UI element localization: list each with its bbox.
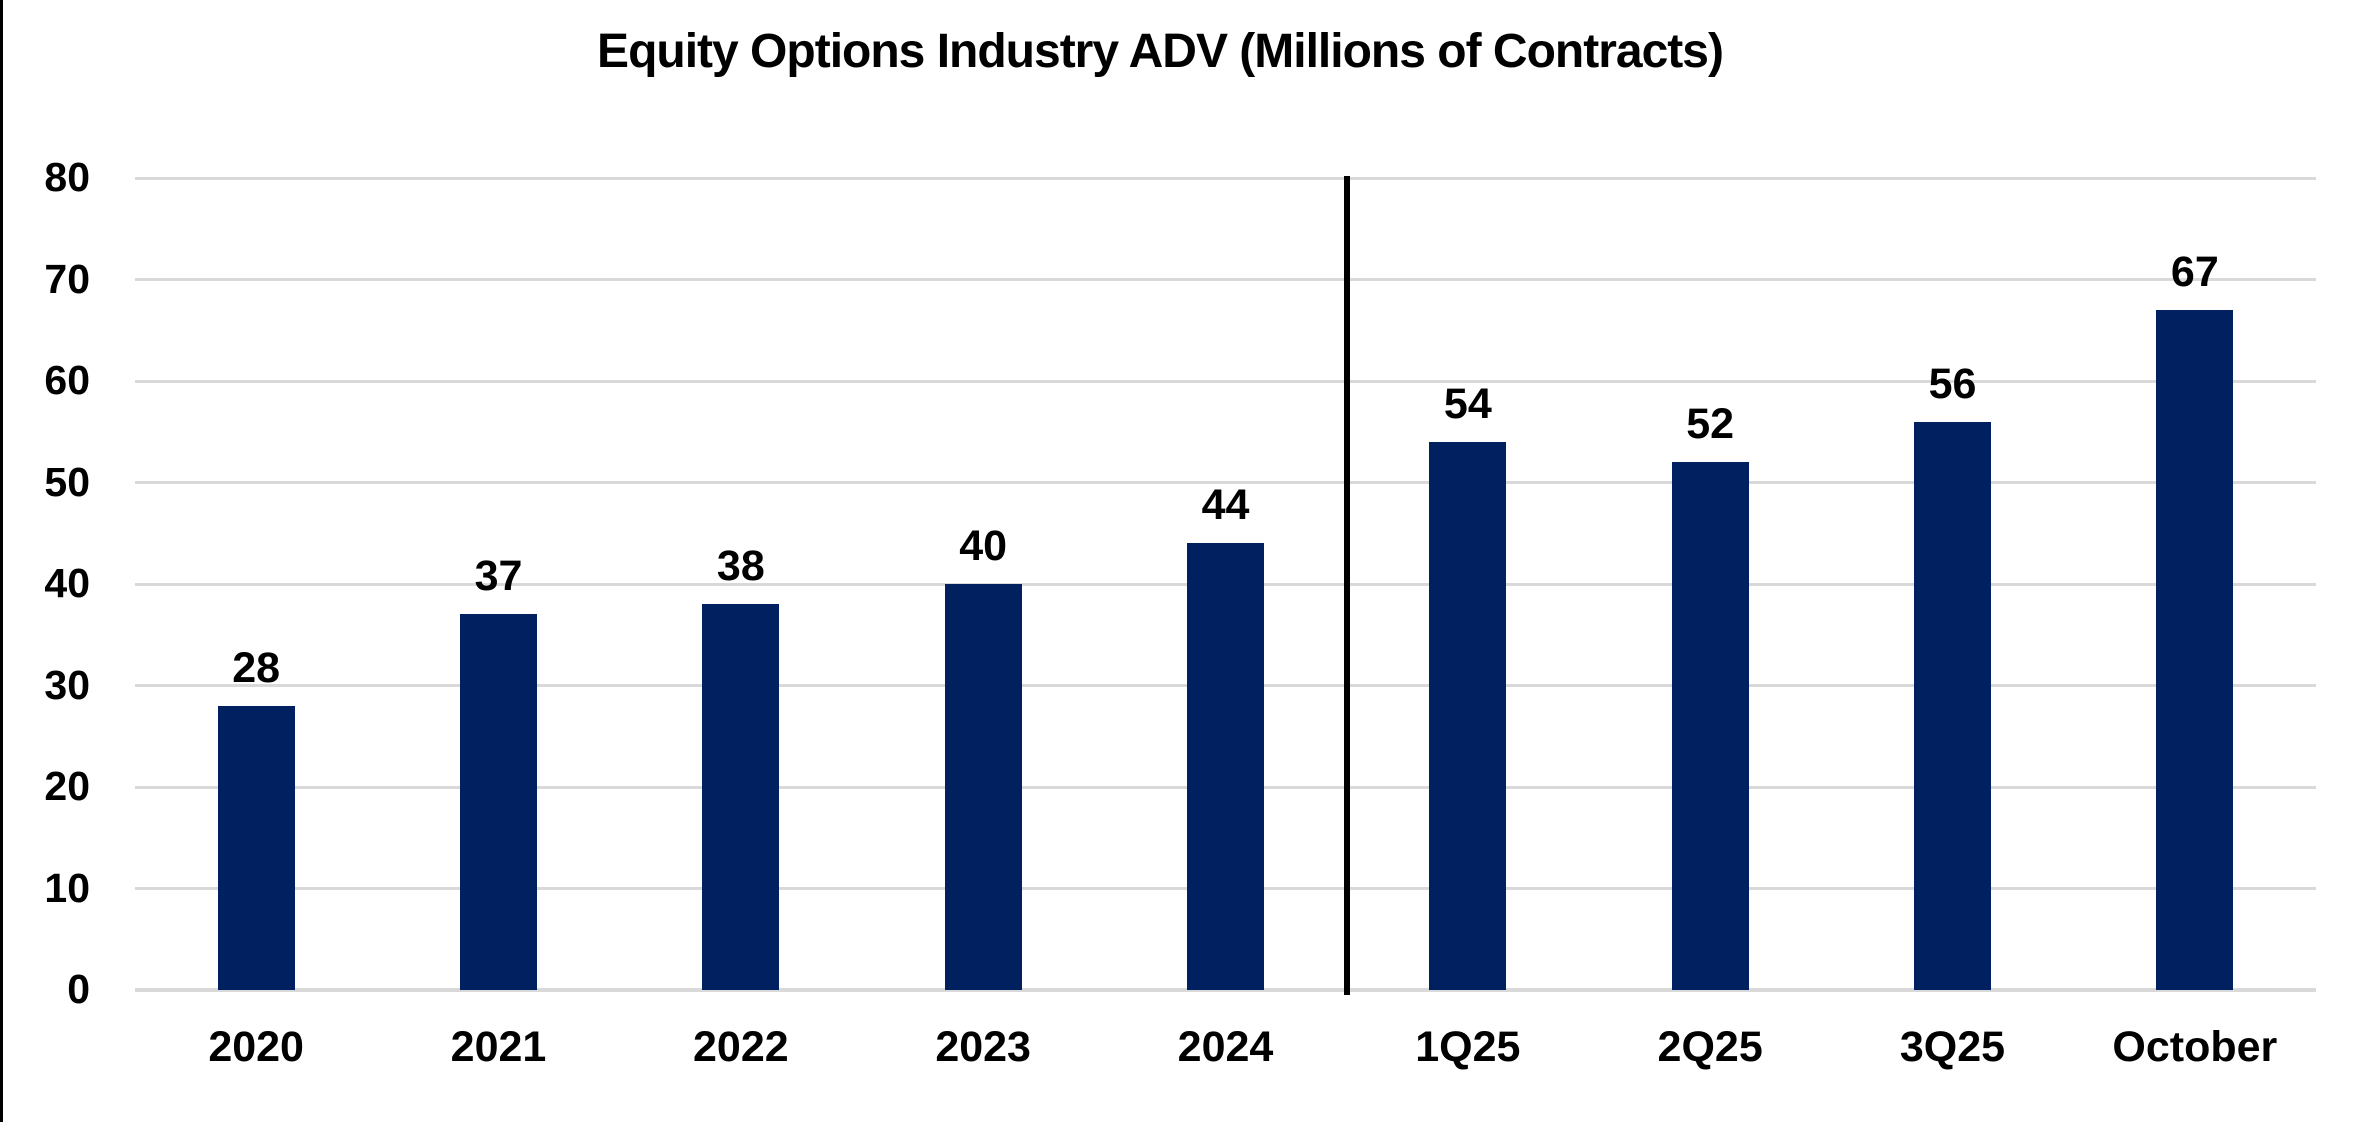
left-frame-border xyxy=(0,0,3,1122)
gridline-y-60 xyxy=(135,379,2316,383)
x-axis-category-label-3q25: 3Q25 xyxy=(1899,1023,2006,1071)
bar-2021 xyxy=(460,614,537,990)
bar-2q25 xyxy=(1671,462,1749,990)
bar-value-label-2020: 28 xyxy=(232,643,281,692)
bar-value-label-3q25: 56 xyxy=(1928,359,1977,408)
y-axis-tick-label: 50 xyxy=(44,458,90,505)
x-axis-category-label-2022: 2022 xyxy=(692,1023,789,1071)
bar-value-label-1q25: 54 xyxy=(1443,379,1492,428)
gridline-y-50 xyxy=(135,481,2316,484)
y-axis-tick-label: 70 xyxy=(44,255,90,302)
bar-1q25 xyxy=(1429,441,1507,990)
bar-2020 xyxy=(217,705,295,990)
x-axis-category-label-1q25: 1Q25 xyxy=(1415,1023,1521,1071)
y-axis-tick-label: 40 xyxy=(44,560,90,606)
period-divider-line xyxy=(1343,176,1350,995)
x-axis-category-label-2023: 2023 xyxy=(935,1023,1031,1071)
gridline-y-70 xyxy=(135,278,2316,281)
x-axis-category-label-2020: 2020 xyxy=(208,1023,304,1071)
y-axis-tick-label: 10 xyxy=(44,864,90,911)
bar-value-label-2021: 37 xyxy=(474,552,523,601)
y-axis-tick-label: 0 xyxy=(67,966,90,1012)
bar-value-label-2022: 38 xyxy=(716,542,765,591)
bar-value-label-2024: 44 xyxy=(1201,481,1250,530)
bar-october xyxy=(2156,309,2234,990)
x-axis-category-label-2q25: 2Q25 xyxy=(1657,1023,1763,1071)
y-axis-tick-label: 80 xyxy=(44,154,90,200)
gridline-y-0 xyxy=(135,988,2316,992)
bar-value-label-2023: 40 xyxy=(959,522,1008,570)
bar-2023 xyxy=(944,584,1022,990)
bar-value-label-2q25: 52 xyxy=(1686,400,1735,449)
chart-title: Equity Options Industry ADV (Millions of… xyxy=(597,25,1724,78)
plot-area: 28 37 38 40 44 54 52 56 67 xyxy=(135,176,2316,995)
bar-value-label-october: 67 xyxy=(2170,247,2219,296)
gridline-y-80 xyxy=(135,176,2316,180)
y-axis-tick-label: 60 xyxy=(44,357,90,403)
x-axis-category-label-2021: 2021 xyxy=(450,1023,547,1071)
x-axis-category-label-2024: 2024 xyxy=(1177,1023,1274,1071)
y-axis-tick-label: 20 xyxy=(44,763,90,809)
bar-2024 xyxy=(1187,543,1264,990)
x-axis-category-label-october: October xyxy=(2112,1023,2278,1071)
bar-3q25 xyxy=(1914,421,1991,990)
bar-2022 xyxy=(702,604,780,990)
y-axis-tick-label: 30 xyxy=(44,661,90,708)
